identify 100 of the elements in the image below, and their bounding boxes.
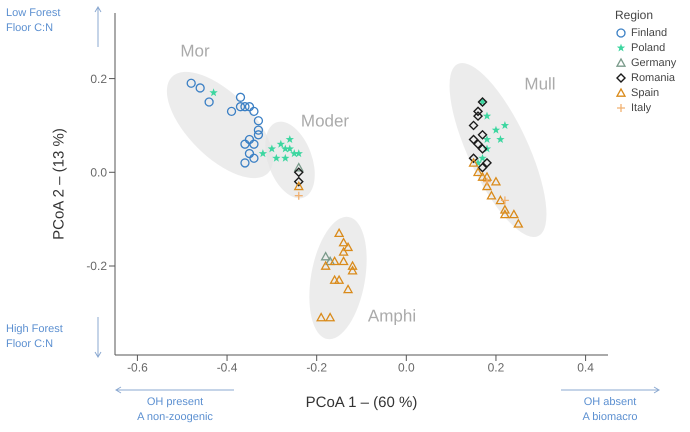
point <box>240 140 250 149</box>
x-tick-label: -0.2 <box>306 360 328 375</box>
point <box>482 158 492 168</box>
point <box>468 154 478 163</box>
point <box>468 120 478 130</box>
point <box>249 106 259 116</box>
point <box>272 154 281 162</box>
point <box>491 177 501 186</box>
y-tick-label: 0.0 <box>90 166 108 180</box>
point <box>209 88 218 96</box>
annotation: Mull <box>524 74 556 94</box>
point <box>343 242 353 252</box>
legend-label: Finland <box>631 27 668 39</box>
point <box>196 83 205 93</box>
point <box>186 78 196 88</box>
text: OH present A non-zoogenic <box>136 395 214 425</box>
annotation: Moder <box>300 111 350 130</box>
point <box>268 144 276 152</box>
point <box>244 148 254 158</box>
x-tick-label: -0.4 <box>216 360 238 375</box>
annotation: Mor <box>180 41 210 60</box>
point <box>276 140 286 148</box>
point <box>281 154 290 162</box>
point <box>500 210 510 218</box>
point <box>226 106 236 116</box>
point <box>316 312 326 322</box>
point <box>249 154 259 163</box>
point <box>478 172 488 181</box>
text: OH absent A biomacro <box>581 395 639 425</box>
point <box>294 182 304 190</box>
text: High Forest Floor C:N <box>6 322 64 352</box>
point <box>500 121 510 129</box>
point <box>478 130 488 140</box>
point <box>482 177 492 186</box>
point <box>338 247 348 256</box>
point <box>249 140 259 149</box>
text: Low Forest Floor C:N <box>6 6 62 36</box>
x-axis-title: PCoA 1 – (60 %) <box>306 394 418 411</box>
point <box>330 256 340 266</box>
point <box>468 134 478 144</box>
point <box>482 172 492 181</box>
point <box>486 191 496 200</box>
point <box>204 97 214 107</box>
point <box>473 106 483 116</box>
point <box>294 176 304 186</box>
point <box>244 102 254 112</box>
point <box>348 266 358 275</box>
point <box>334 228 344 238</box>
point <box>478 154 487 162</box>
point <box>338 238 348 246</box>
point <box>294 168 304 177</box>
point <box>236 92 246 102</box>
legend-label: Germany <box>631 57 676 69</box>
point <box>254 130 264 140</box>
legend-title: Region <box>615 8 654 22</box>
point <box>294 162 304 172</box>
y-tick-label: -0.2 <box>86 259 108 274</box>
point <box>286 144 294 152</box>
point <box>343 284 353 294</box>
point <box>482 112 492 120</box>
x-tick-label: 0.2 <box>488 360 505 375</box>
point <box>473 168 483 176</box>
point <box>500 196 510 206</box>
annotation: Amphi <box>368 306 416 326</box>
legend-label: Poland <box>631 42 666 54</box>
point <box>478 162 488 172</box>
point <box>320 261 330 270</box>
point <box>348 261 358 270</box>
point <box>294 149 303 158</box>
point <box>325 256 335 266</box>
x-tick-label: 0.4 <box>577 360 594 375</box>
point <box>244 134 254 144</box>
point <box>482 182 492 190</box>
x-tick-label: -0.6 <box>127 360 148 375</box>
point <box>258 149 268 158</box>
point <box>338 256 348 266</box>
point <box>334 275 344 284</box>
point <box>496 135 505 144</box>
legend-label: Romania <box>631 72 676 84</box>
y-tick-label: 0.2 <box>90 72 108 86</box>
point <box>478 144 488 154</box>
point <box>473 139 483 149</box>
point <box>500 205 510 214</box>
legend-label: Spain <box>631 87 660 99</box>
point <box>468 158 478 167</box>
point <box>286 135 294 144</box>
point <box>294 191 304 200</box>
legend-label: Italy <box>631 102 652 114</box>
point <box>509 210 519 218</box>
x-tick-label: 0.0 <box>398 360 415 375</box>
point <box>240 158 250 168</box>
point <box>482 135 492 144</box>
point <box>473 111 483 121</box>
point <box>496 196 506 204</box>
point <box>254 125 264 135</box>
point <box>330 275 340 284</box>
point <box>492 126 500 134</box>
point <box>514 219 524 228</box>
point <box>320 252 330 260</box>
point <box>236 102 246 112</box>
